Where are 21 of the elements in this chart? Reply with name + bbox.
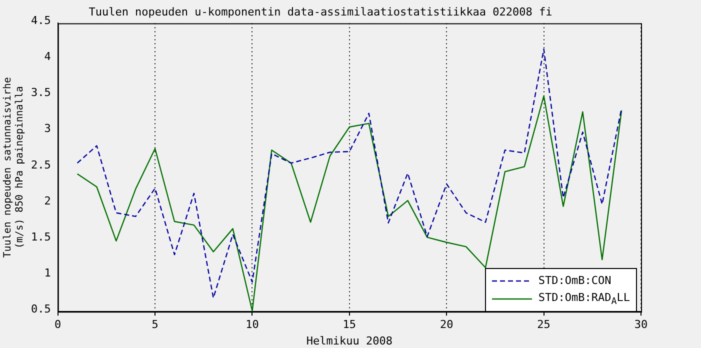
x-tick-label: 20 — [440, 318, 454, 332]
y-axis-title: Tuulen nopeuden satunnaisvirhe (m/s) 850 hPa painepinnalla — [2, 77, 26, 258]
y-tick-label: 2 — [44, 194, 51, 208]
y-tick-label: 0.5 — [30, 302, 51, 316]
x-tick-label: 25 — [537, 318, 550, 332]
x-tick-label: 0 — [54, 318, 62, 332]
y-tick-label: 1.5 — [30, 230, 51, 244]
x-axis-title: Helmikuu 2008 — [306, 334, 392, 348]
x-tick-label: 10 — [246, 318, 259, 332]
legend-label: STD:OmB:RAD$_{A}$LL — [538, 290, 630, 307]
y-tick-label: 3 — [44, 122, 51, 136]
chart-title: Tuulen nopeuden u-komponentin data-assimilaatiostatistiikkaa 022008 fi — [88, 5, 552, 18]
y-tick-label: 3.5 — [30, 86, 51, 100]
x-tick-label: 30 — [634, 318, 648, 332]
x-tick-label: 5 — [152, 318, 158, 332]
y-tick-label: 1 — [44, 266, 51, 280]
x-tick-label: 15 — [342, 318, 356, 332]
y-tick-label: 2.5 — [30, 158, 51, 172]
y-tick-label: 4.5 — [30, 14, 51, 28]
legend-label: STD:OmB:CON — [538, 274, 612, 288]
y-tick-label: 4 — [44, 50, 52, 64]
